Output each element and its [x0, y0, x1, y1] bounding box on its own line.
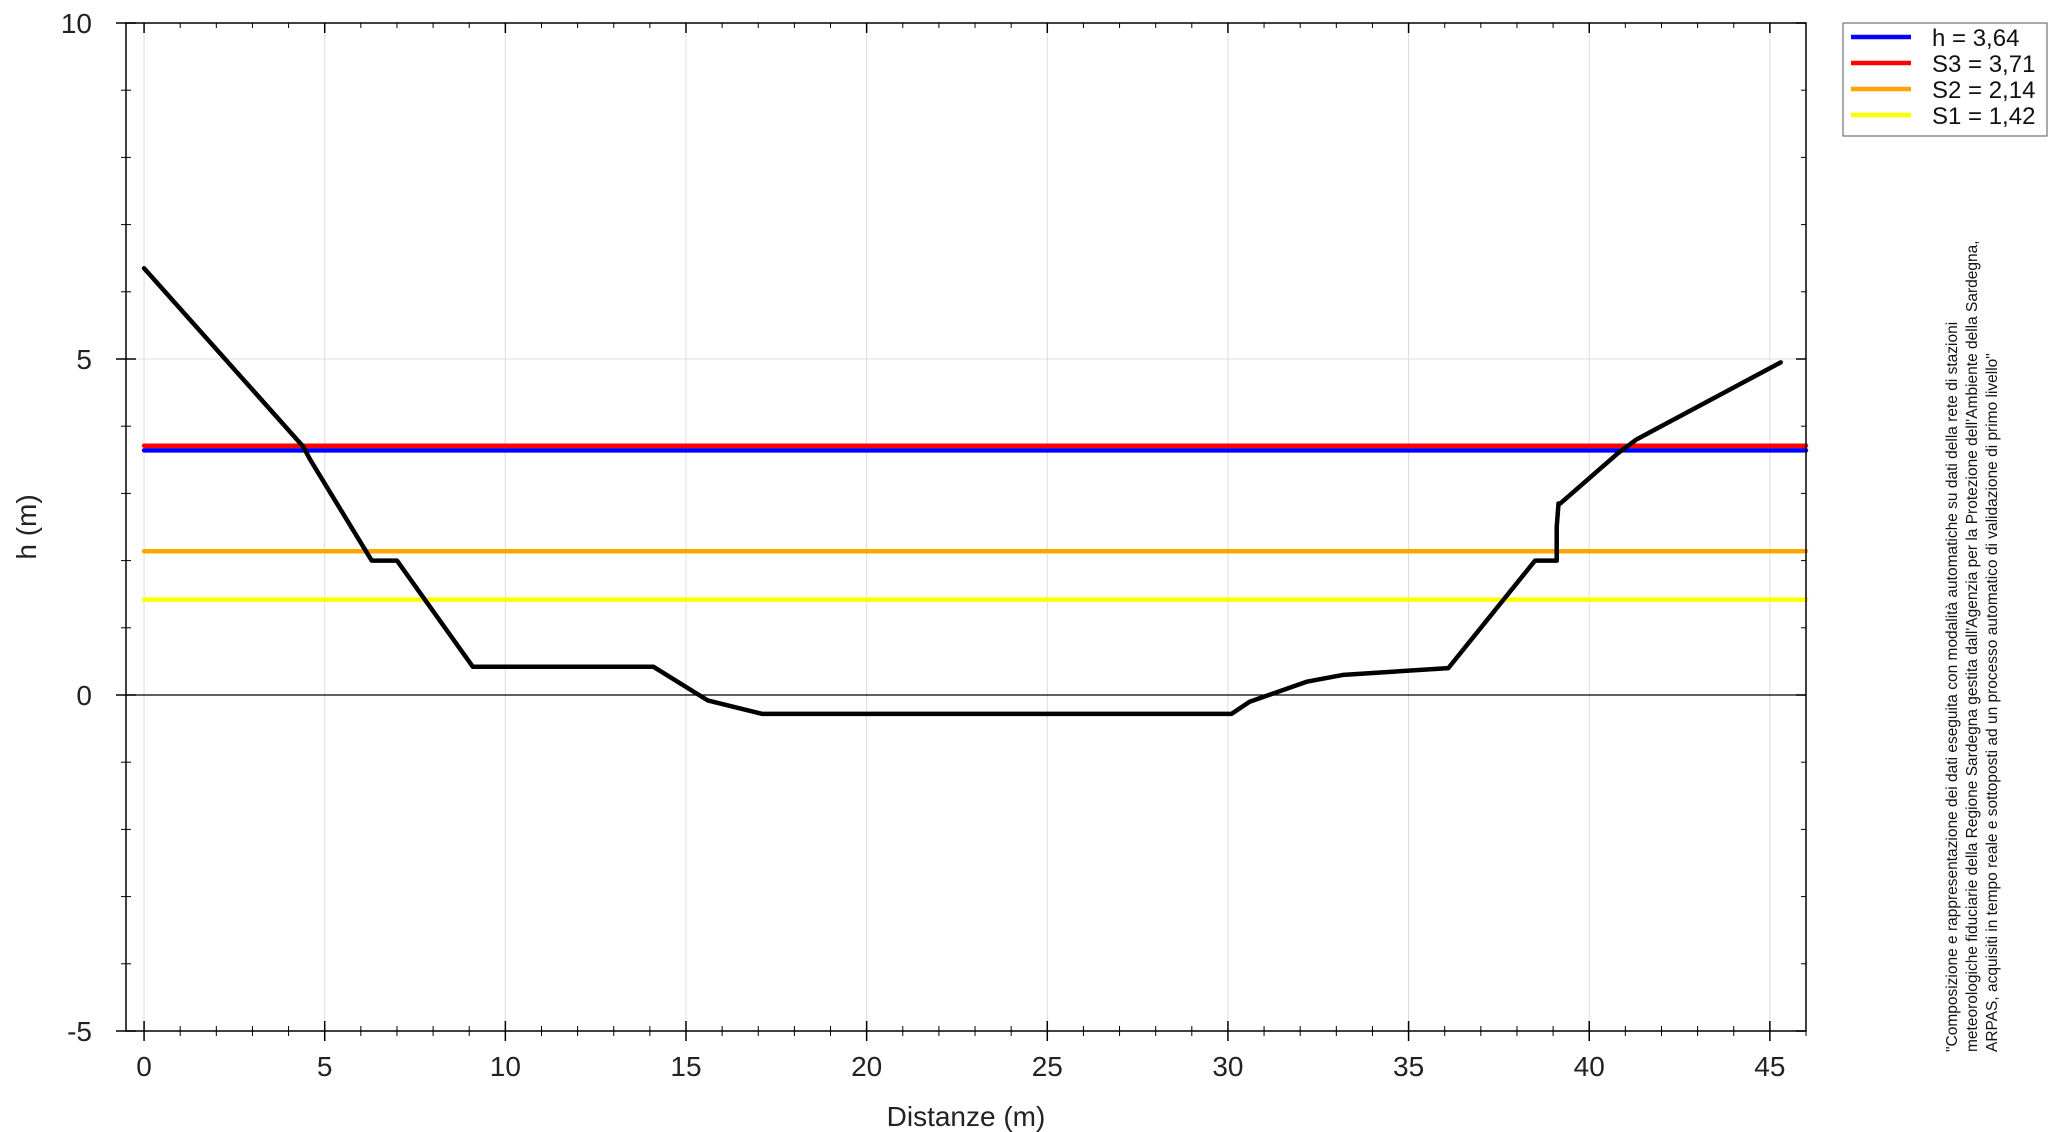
axis-ticks: [116, 22, 1807, 1041]
x-axis-title: Distanze (m): [887, 1101, 1046, 1132]
plot-frame: [125, 22, 1807, 1032]
x-tick-label: 45: [1754, 1051, 1785, 1082]
legend-label: h = 3,64: [1932, 25, 2019, 52]
y-axis-title: h (m): [11, 494, 42, 559]
x-tick-label: 15: [670, 1051, 701, 1082]
legend-label: S1 = 1,42: [1932, 103, 2035, 130]
legend-label: S3 = 3,71: [1932, 51, 2035, 78]
series-riverbed-profile: [141, 266, 1783, 717]
x-tick-label: 0: [136, 1051, 152, 1082]
data-source-note: "Composizione e rappresentazione dei dat…: [1944, 240, 2001, 1052]
y-tick-label: 0: [76, 680, 92, 711]
x-tick-label: 40: [1574, 1051, 1605, 1082]
y-tick-label: -5: [67, 1016, 92, 1047]
legend-label: S2 = 2,14: [1932, 77, 2035, 104]
series-layer: [141, 266, 1809, 717]
x-tick-label: 20: [851, 1051, 882, 1082]
x-tick-label: 5: [317, 1051, 333, 1082]
note-line-2: meteorologiche fiduciarie della Regione …: [1964, 240, 1981, 1052]
note-line-1: "Composizione e rappresentazione dei dat…: [1944, 322, 1961, 1052]
tick-labels: 0 5 10 15 20 25 30 35 40 45 -5 0 5 10: [61, 8, 1786, 1082]
y-tick-label: 10: [61, 8, 92, 39]
note-line-3: ARPAS, acquisiti in tempo reale e sottop…: [1984, 353, 2001, 1052]
x-tick-label: 35: [1393, 1051, 1424, 1082]
x-tick-label: 25: [1032, 1051, 1063, 1082]
x-tick-label: 10: [490, 1051, 521, 1082]
x-tick-label: 30: [1212, 1051, 1243, 1082]
y-tick-label: 5: [76, 344, 92, 375]
plot-background: [126, 23, 1806, 1031]
